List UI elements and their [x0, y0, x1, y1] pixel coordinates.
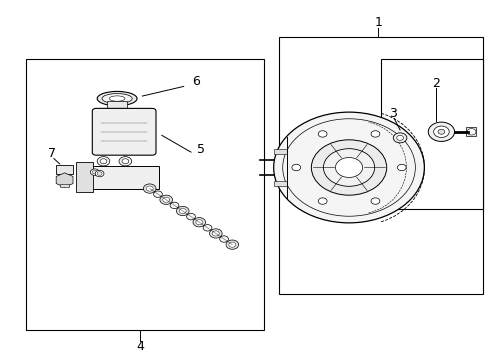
Circle shape: [311, 140, 386, 195]
Ellipse shape: [170, 202, 179, 208]
Circle shape: [427, 122, 454, 141]
Text: 7: 7: [48, 147, 56, 160]
Ellipse shape: [228, 242, 235, 247]
Ellipse shape: [179, 208, 186, 213]
Ellipse shape: [109, 96, 124, 101]
Circle shape: [370, 131, 379, 137]
Ellipse shape: [153, 191, 162, 197]
Bar: [76, 162, 93, 192]
Ellipse shape: [102, 94, 132, 104]
Circle shape: [97, 157, 110, 166]
Ellipse shape: [146, 186, 153, 191]
Circle shape: [291, 164, 300, 171]
Bar: [380, 59, 482, 208]
Bar: [278, 37, 482, 294]
Circle shape: [397, 164, 406, 171]
Text: 2: 2: [432, 77, 440, 90]
Bar: [107, 102, 126, 111]
Circle shape: [318, 131, 326, 137]
Text: 5: 5: [196, 143, 204, 156]
Circle shape: [318, 198, 326, 204]
Circle shape: [335, 158, 362, 177]
Text: 3: 3: [388, 107, 396, 120]
Bar: [77, 166, 159, 189]
Text: 1: 1: [373, 16, 381, 29]
Bar: [26, 59, 264, 330]
Ellipse shape: [219, 236, 228, 242]
Ellipse shape: [176, 206, 189, 216]
Circle shape: [437, 129, 444, 134]
Ellipse shape: [95, 170, 104, 177]
Ellipse shape: [160, 195, 172, 204]
Circle shape: [100, 159, 107, 164]
Ellipse shape: [90, 169, 99, 175]
Ellipse shape: [163, 197, 169, 202]
Ellipse shape: [212, 231, 219, 236]
Bar: [273, 181, 286, 186]
Bar: [273, 149, 286, 154]
Circle shape: [396, 135, 403, 140]
Ellipse shape: [195, 220, 203, 225]
Ellipse shape: [143, 184, 156, 193]
Circle shape: [119, 157, 131, 166]
Ellipse shape: [186, 213, 195, 220]
Bar: [60, 184, 69, 187]
Circle shape: [273, 112, 424, 223]
Ellipse shape: [92, 170, 97, 174]
Ellipse shape: [193, 217, 205, 227]
Circle shape: [122, 159, 128, 164]
Circle shape: [323, 149, 374, 186]
Text: 6: 6: [192, 75, 200, 88]
Bar: [465, 127, 475, 136]
Ellipse shape: [97, 172, 102, 175]
Ellipse shape: [203, 225, 211, 231]
Text: 4: 4: [136, 339, 143, 352]
FancyBboxPatch shape: [92, 108, 156, 155]
Circle shape: [392, 133, 406, 143]
Circle shape: [370, 198, 379, 204]
Ellipse shape: [225, 240, 238, 249]
Ellipse shape: [209, 229, 222, 238]
Circle shape: [466, 129, 475, 135]
Bar: [56, 165, 73, 174]
Ellipse shape: [97, 91, 137, 106]
Circle shape: [433, 126, 448, 138]
